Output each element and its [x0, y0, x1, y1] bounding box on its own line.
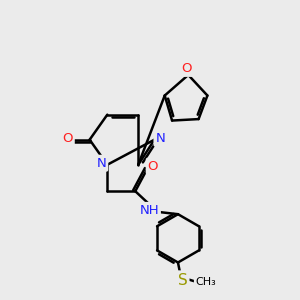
Text: O: O — [148, 160, 158, 173]
Text: O: O — [62, 132, 73, 145]
Text: NH: NH — [139, 204, 159, 217]
Text: S: S — [178, 273, 187, 288]
Text: O: O — [182, 62, 192, 75]
Text: N: N — [97, 157, 106, 170]
Text: CH₃: CH₃ — [196, 277, 216, 286]
Text: N: N — [155, 132, 165, 145]
